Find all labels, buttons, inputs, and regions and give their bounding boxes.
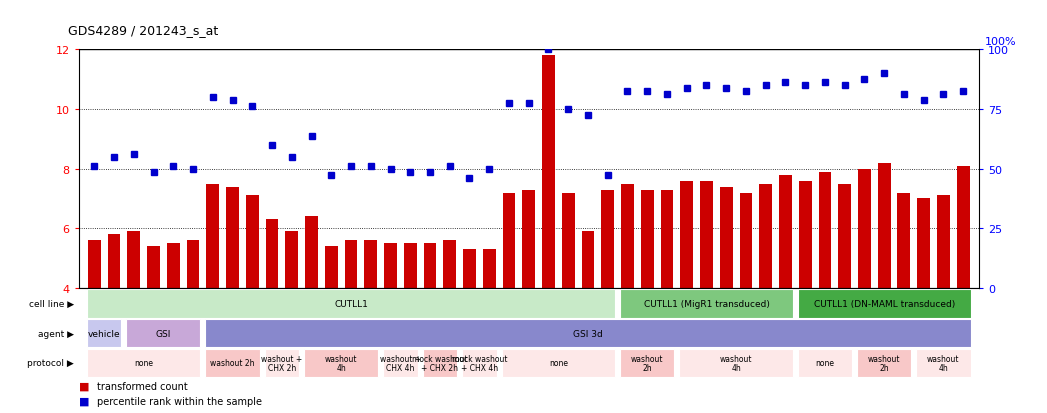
Bar xyxy=(759,184,772,289)
Bar xyxy=(266,220,279,289)
Bar xyxy=(897,193,910,289)
Bar xyxy=(87,319,121,348)
Bar xyxy=(937,196,950,289)
Bar xyxy=(325,247,338,289)
Text: ■: ■ xyxy=(79,381,89,391)
Bar xyxy=(305,217,318,289)
Bar xyxy=(798,349,852,377)
Bar xyxy=(128,232,140,289)
Bar xyxy=(88,241,101,289)
Bar xyxy=(798,289,971,318)
Bar xyxy=(917,199,930,289)
Bar xyxy=(819,172,831,289)
Text: none: none xyxy=(134,358,153,368)
Bar xyxy=(443,241,456,289)
Bar xyxy=(364,241,377,289)
Bar xyxy=(87,289,616,318)
Text: none: none xyxy=(549,358,567,368)
Text: washout 2h: washout 2h xyxy=(210,358,254,368)
Bar xyxy=(166,244,180,289)
Bar xyxy=(739,193,753,289)
Text: mock washout
+ CHX 2h: mock washout + CHX 2h xyxy=(413,354,468,373)
Text: washout
4h: washout 4h xyxy=(325,354,357,373)
Bar xyxy=(503,193,515,289)
Text: mock washout
+ CHX 4h: mock washout + CHX 4h xyxy=(451,354,507,373)
Bar xyxy=(226,187,239,289)
Bar xyxy=(601,190,615,289)
Text: washout
4h: washout 4h xyxy=(928,354,960,373)
Text: transformed count: transformed count xyxy=(97,381,188,391)
Bar xyxy=(148,247,160,289)
Bar xyxy=(127,319,200,348)
Text: washout +
CHX 2h: washout + CHX 2h xyxy=(262,354,303,373)
Bar xyxy=(108,235,120,289)
Text: CUTLL1 (MigR1 transduced): CUTLL1 (MigR1 transduced) xyxy=(644,299,770,308)
Bar xyxy=(463,250,476,289)
Text: CUTLL1 (DN-MAML transduced): CUTLL1 (DN-MAML transduced) xyxy=(814,299,955,308)
Text: washout +
CHX 4h: washout + CHX 4h xyxy=(380,354,421,373)
Bar xyxy=(206,184,219,289)
Bar xyxy=(562,193,575,289)
Bar xyxy=(246,196,259,289)
Bar xyxy=(205,349,260,377)
Text: washout
2h: washout 2h xyxy=(868,354,900,373)
Text: GSI 3d: GSI 3d xyxy=(573,329,603,338)
Bar xyxy=(661,190,673,289)
Bar xyxy=(483,250,495,289)
Text: protocol ▶: protocol ▶ xyxy=(27,358,74,368)
Bar xyxy=(462,349,496,377)
Text: 100%: 100% xyxy=(984,37,1017,47)
Bar xyxy=(621,184,633,289)
Bar xyxy=(620,289,793,318)
Bar xyxy=(957,166,970,289)
Bar xyxy=(423,349,458,377)
Bar xyxy=(680,349,793,377)
Text: none: none xyxy=(816,358,834,368)
Bar xyxy=(799,181,811,289)
Bar xyxy=(681,181,693,289)
Text: vehicle: vehicle xyxy=(88,329,120,338)
Bar xyxy=(522,190,535,289)
Bar xyxy=(839,184,851,289)
Bar xyxy=(404,244,417,289)
Bar xyxy=(620,349,674,377)
Text: GDS4289 / 201243_s_at: GDS4289 / 201243_s_at xyxy=(68,24,219,37)
Bar xyxy=(641,190,653,289)
Text: CUTLL1: CUTLL1 xyxy=(334,299,367,308)
Bar xyxy=(700,181,713,289)
Bar xyxy=(581,232,595,289)
Text: GSI: GSI xyxy=(156,329,171,338)
Bar xyxy=(502,349,616,377)
Text: cell line ▶: cell line ▶ xyxy=(29,299,74,308)
Bar xyxy=(87,349,200,377)
Bar xyxy=(286,232,298,289)
Bar xyxy=(542,55,555,289)
Text: ■: ■ xyxy=(79,396,89,406)
Bar xyxy=(857,349,911,377)
Bar xyxy=(916,349,971,377)
Bar xyxy=(383,349,418,377)
Text: agent ▶: agent ▶ xyxy=(38,329,74,338)
Bar xyxy=(877,163,891,289)
Bar xyxy=(424,244,437,289)
Text: percentile rank within the sample: percentile rank within the sample xyxy=(97,396,263,406)
Bar xyxy=(779,175,792,289)
Bar xyxy=(384,244,397,289)
Bar xyxy=(186,241,200,289)
Bar xyxy=(265,349,299,377)
Text: washout
4h: washout 4h xyxy=(720,354,753,373)
Text: washout
2h: washout 2h xyxy=(631,354,664,373)
Bar xyxy=(304,349,378,377)
Bar xyxy=(719,187,733,289)
Bar xyxy=(205,319,971,348)
Bar xyxy=(344,241,357,289)
Bar xyxy=(857,169,871,289)
